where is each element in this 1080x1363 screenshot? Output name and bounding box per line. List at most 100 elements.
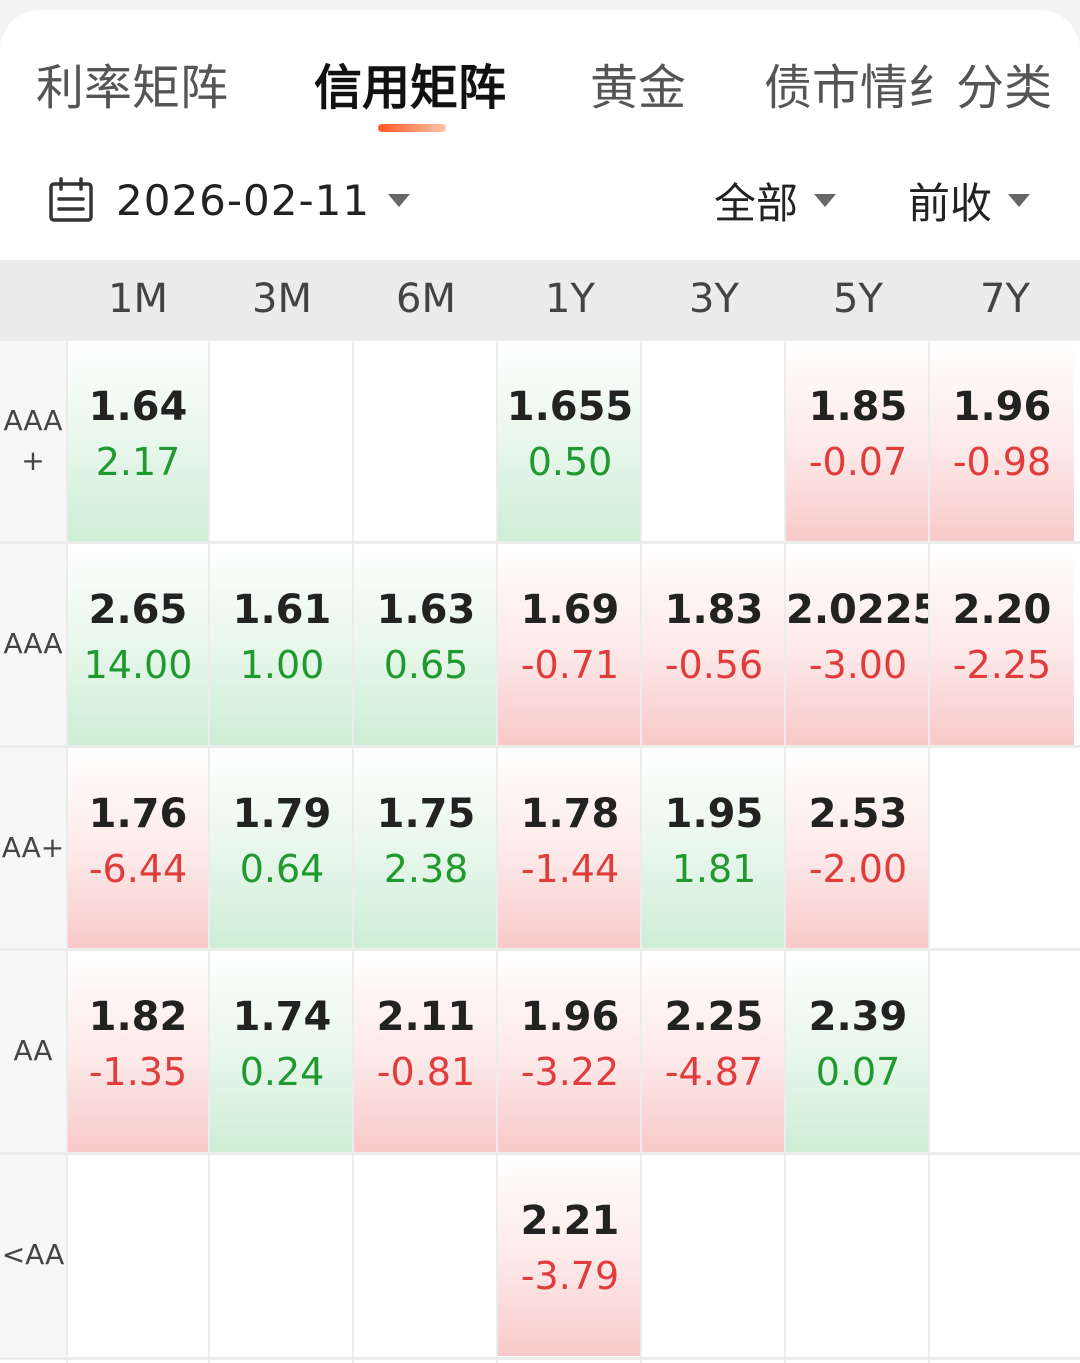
grid-line xyxy=(0,745,1080,748)
matrix-cell-empty xyxy=(930,1154,1074,1356)
yield-value: 1.85 xyxy=(808,384,908,430)
matrix-cell[interactable]: 2.65 14.00 xyxy=(66,543,210,745)
yield-value: 1.69 xyxy=(520,587,620,633)
change-value: -6.44 xyxy=(88,847,188,891)
change-value: 0.07 xyxy=(815,1050,901,1094)
matrix-cell[interactable]: 1.61 1.00 xyxy=(210,543,354,745)
grid-line xyxy=(0,1152,1080,1155)
credit-matrix-grid: 1M 3M 6M 1Y 3Y 5Y 7Y AAA +1.64 2.17 1.655 0.50 1.85-… xyxy=(0,260,1080,1363)
change-value: -3.79 xyxy=(520,1254,620,1298)
tab-gold[interactable]: 黄金 xyxy=(590,60,687,116)
tab-bond-sentiment[interactable]: 债市情纟分类 xyxy=(764,60,1053,116)
scope-value: 全部 xyxy=(714,178,799,228)
change-value: -1.35 xyxy=(88,1050,188,1094)
change-value: 2.38 xyxy=(383,847,469,891)
yield-value: 1.74 xyxy=(232,994,332,1040)
grid-line xyxy=(352,260,354,1363)
matrix-cell[interactable]: 1.95 1.81 xyxy=(642,747,786,949)
yield-value: 1.61 xyxy=(232,587,332,633)
grid-line xyxy=(496,260,498,1363)
matrix-cell[interactable]: 1.63 0.65 xyxy=(354,543,498,745)
matrix-cell[interactable]: 2.0225 -3.00 xyxy=(786,543,940,745)
column-header-1y: 1Y xyxy=(498,260,642,338)
matrix-cell[interactable]: 2.20 -2.25 xyxy=(930,543,1074,745)
matrix-cell[interactable]: 2.11 -0.81 xyxy=(354,950,498,1152)
change-value: 2.17 xyxy=(95,440,181,484)
date-picker[interactable]: 2026-02-11 xyxy=(48,165,411,235)
change-value: 1.00 xyxy=(239,643,325,687)
tab-rate-matrix[interactable]: 利率矩阵 xyxy=(36,60,229,116)
change-value: 1.81 xyxy=(671,847,757,891)
change-value: -0.71 xyxy=(520,643,620,687)
column-header-6m: 6M xyxy=(354,260,498,338)
active-tab-indicator xyxy=(378,124,446,132)
matrix-cell[interactable]: 1.96 -3.22 xyxy=(498,950,642,1152)
matrix-cell[interactable]: 1.74 0.24 xyxy=(210,950,354,1152)
matrix-cell-empty xyxy=(66,1154,210,1356)
row-label: <AA xyxy=(0,1154,66,1356)
row-label: AAA xyxy=(0,543,66,745)
tab-credit-matrix[interactable]: 信用矩阵 xyxy=(314,60,507,116)
yield-value: 1.655 xyxy=(506,384,634,430)
matrix-cell[interactable]: 1.69 -0.71 xyxy=(498,543,642,745)
change-value: 0.65 xyxy=(383,643,469,687)
matrix-cell-empty xyxy=(930,950,1074,1152)
yield-value: 1.82 xyxy=(88,994,188,1040)
matrix-cell[interactable]: 1.64 2.17 xyxy=(66,340,210,542)
change-value: -2.25 xyxy=(952,643,1052,687)
matrix-cell-empty xyxy=(210,340,354,542)
matrix-cell[interactable]: 2.39 0.07 xyxy=(786,950,930,1152)
matrix-cell[interactable]: 2.25 -4.87 xyxy=(642,950,786,1152)
change-value: -1.44 xyxy=(520,847,620,891)
tab-bar: 利率矩阵 信用矩阵 黄金 债市情纟分类 xyxy=(0,48,1080,138)
row-label: AAA + xyxy=(0,340,66,542)
yield-value: 2.11 xyxy=(376,994,476,1040)
matrix-cell[interactable]: 1.76 -6.44 xyxy=(66,747,210,949)
yield-value: 2.65 xyxy=(88,587,188,633)
matrix-cell[interactable]: 1.96 -0.98 xyxy=(930,340,1074,542)
matrix-cell[interactable]: 1.85 -0.07 xyxy=(786,340,930,542)
column-header-5y: 5Y xyxy=(786,260,930,338)
matrix-cell[interactable]: 1.78 -1.44 xyxy=(498,747,642,949)
compare-dropdown[interactable]: 前收 xyxy=(908,165,1031,235)
matrix-cell[interactable]: 1.655 0.50 xyxy=(498,340,642,542)
column-header-3y: 3Y xyxy=(642,260,786,338)
change-value: -0.81 xyxy=(376,1050,476,1094)
matrix-cell[interactable]: 2.21 -3.79 xyxy=(498,1154,642,1356)
row-label: AA+ xyxy=(0,747,66,949)
grid-line xyxy=(928,260,930,1363)
grid-line xyxy=(0,1357,1080,1360)
caret-down-icon xyxy=(814,193,837,207)
compare-value: 前收 xyxy=(908,178,993,228)
yield-value: 1.64 xyxy=(88,384,188,430)
column-header-1m: 1M xyxy=(66,260,210,338)
scope-dropdown[interactable]: 全部 xyxy=(714,165,837,235)
grid-line xyxy=(640,260,642,1363)
grid-line xyxy=(0,948,1080,951)
matrix-cell-empty xyxy=(354,1154,498,1356)
matrix-cell[interactable]: 1.79 0.64 xyxy=(210,747,354,949)
matrix-cell[interactable]: 1.75 2.38 xyxy=(354,747,498,949)
grid-line xyxy=(66,260,68,1363)
caret-down-icon xyxy=(1008,193,1031,207)
yield-value: 1.78 xyxy=(520,791,620,837)
yield-value: 2.25 xyxy=(664,994,764,1040)
yield-value: 2.53 xyxy=(808,791,908,837)
change-value: 0.24 xyxy=(239,1050,325,1094)
yield-value: 1.83 xyxy=(664,587,764,633)
caret-down-icon xyxy=(388,193,411,207)
matrix-cell[interactable]: 2.53 -2.00 xyxy=(786,747,930,949)
matrix-cell-empty xyxy=(642,1154,786,1356)
matrix-cell[interactable]: 1.83 -0.56 xyxy=(642,543,786,745)
grid-line xyxy=(208,260,210,1363)
matrix-corner xyxy=(0,260,66,338)
matrix-cell-empty xyxy=(786,1154,930,1356)
change-value: 0.50 xyxy=(527,440,613,484)
grid-line xyxy=(784,260,786,1363)
change-value: -0.07 xyxy=(808,440,908,484)
yield-value: 1.79 xyxy=(232,791,332,837)
matrix-cell[interactable]: 1.82 -1.35 xyxy=(66,950,210,1152)
change-value: -3.22 xyxy=(520,1050,620,1094)
change-value: -3.00 xyxy=(808,643,908,687)
header-card xyxy=(0,10,1080,260)
